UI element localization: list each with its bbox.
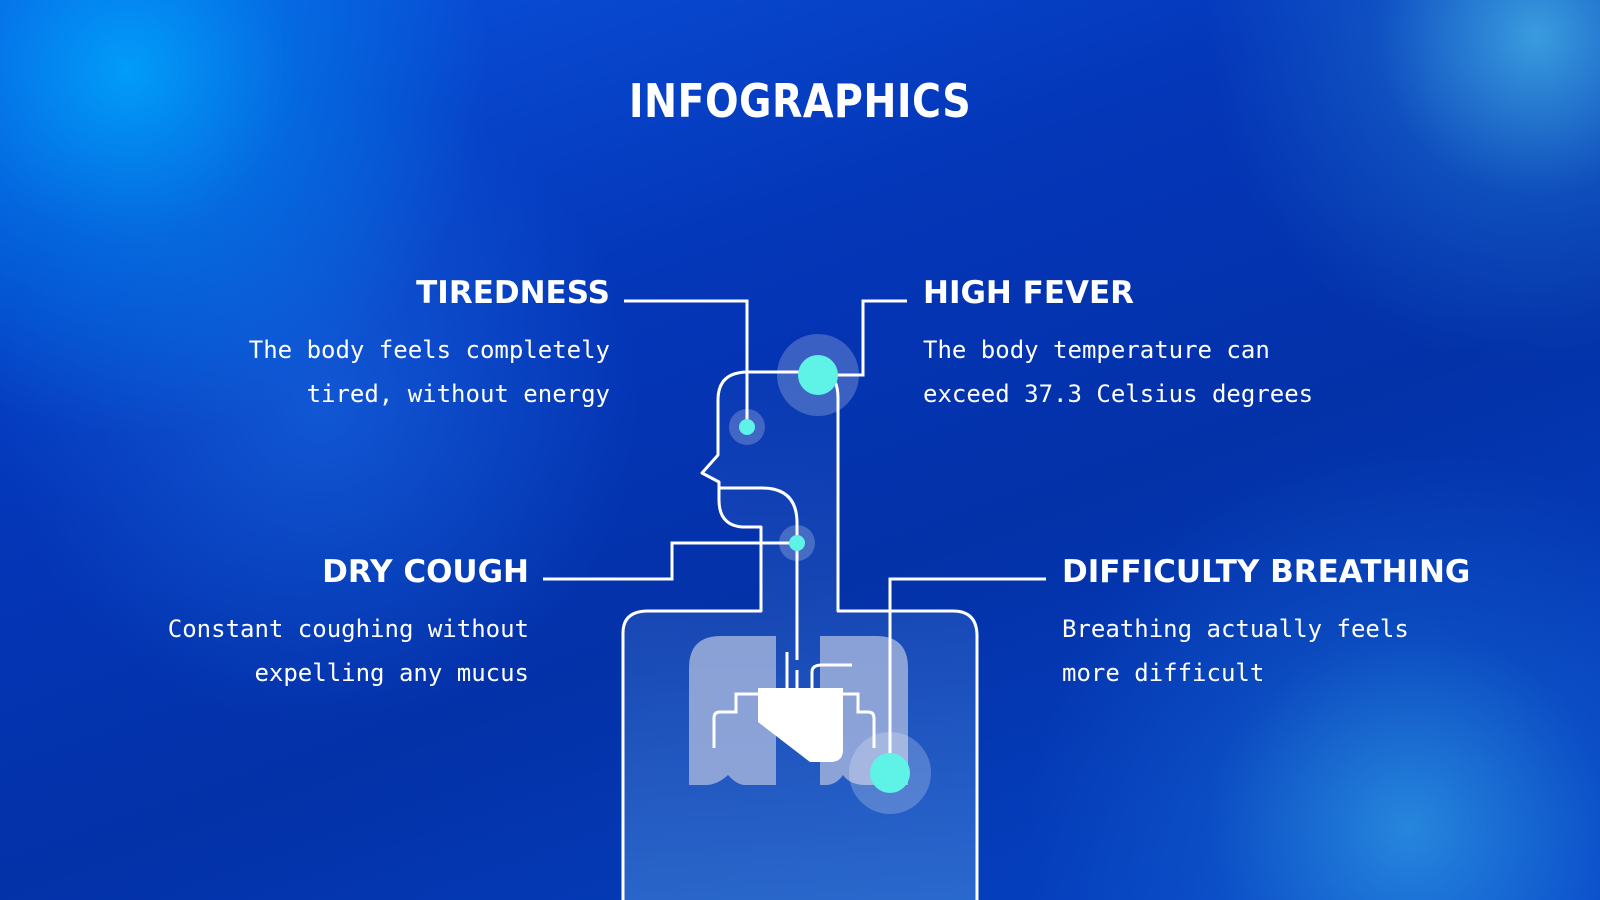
description-line: Breathing actually feels — [1062, 615, 1409, 643]
connector-high-fever — [818, 299, 907, 377]
symptom-description-high-fever: The body temperature can exceed 37.3 Cel… — [923, 328, 1313, 416]
marker-difficulty-breathing — [870, 753, 910, 793]
description-line: tired, without energy — [306, 380, 610, 408]
marker-tiredness — [739, 419, 755, 435]
page-title: INFOGRAPHICS — [628, 74, 972, 128]
symptom-description-difficulty-breathing: Breathing actually feels more difficult — [1062, 607, 1409, 695]
connector-dry-cough — [543, 541, 797, 581]
bronchi-lines — [712, 652, 876, 748]
symptom-heading-dry-cough: DRY COUGH — [322, 554, 529, 590]
symptom-description-dry-cough: Constant coughing without expelling any … — [168, 607, 529, 695]
description-line: Constant coughing without — [167, 615, 529, 643]
description-line: more difficult — [1062, 659, 1265, 687]
symptom-heading-tiredness: TIREDNESS — [416, 275, 610, 311]
lungs-icon — [689, 636, 908, 785]
human-body-outline-icon — [621, 370, 979, 900]
symptom-description-tiredness: The body feels completely tired, without… — [249, 328, 610, 416]
symptom-heading-difficulty-breathing: DIFFICULTY BREATHING — [1062, 554, 1471, 590]
torso-outline — [623, 372, 977, 900]
connector-difficulty-breathing — [888, 577, 1046, 773]
airway-line — [719, 486, 799, 660]
connector-tiredness — [624, 299, 749, 427]
description-line: The body temperature can — [923, 336, 1270, 364]
description-line: expelling any mucus — [254, 659, 529, 687]
marker-dry-cough — [789, 535, 805, 551]
heart-icon — [758, 688, 843, 762]
description-line: The body feels completely — [248, 336, 610, 364]
marker-high-fever — [798, 355, 838, 395]
symptom-heading-high-fever: HIGH FEVER — [923, 275, 1135, 311]
description-line: exceed 37.3 Celsius degrees — [923, 380, 1314, 408]
